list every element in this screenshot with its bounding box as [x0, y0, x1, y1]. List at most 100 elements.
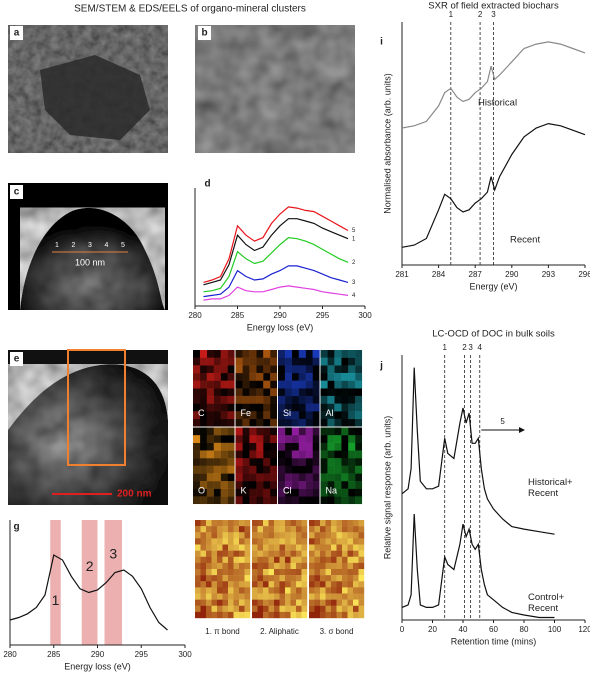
element-map-cell [278, 411, 286, 420]
heatmap-cell [211, 611, 218, 619]
element-map-cell [206, 365, 214, 374]
element-map-cell [291, 411, 299, 420]
element-map-cell [263, 427, 271, 436]
element-map-cell [213, 372, 221, 381]
element-map-cell [312, 458, 320, 466]
heatmap-cell [320, 569, 326, 576]
element-map-cell [305, 411, 313, 420]
heatmap-cell [279, 593, 286, 600]
element-map-cell [355, 473, 363, 482]
heatmap-cell [217, 556, 223, 564]
heatmap-cell [252, 550, 258, 557]
element-map-cell [220, 411, 228, 420]
heatmap-cell [336, 575, 343, 582]
heatmap-cell [217, 526, 223, 533]
element-map-cell [291, 458, 299, 466]
x-axis-label: Energy loss (eV) [247, 322, 314, 332]
heatmap-cell [200, 520, 207, 527]
heatmap-cell [222, 569, 229, 576]
heatmap-cell [342, 599, 348, 606]
element-map-cell [193, 395, 201, 404]
element-map-cell [312, 411, 320, 420]
heatmap-cell [301, 599, 308, 606]
heatmap-cell [217, 550, 223, 557]
heatmap-cell [274, 581, 280, 588]
heatmap-cell [195, 593, 201, 600]
heatmap-cell [325, 587, 332, 594]
element-map-cell [270, 388, 278, 397]
element-map-cell [220, 458, 228, 466]
element-map-cell [320, 465, 328, 474]
heatmap-cell [252, 593, 258, 600]
heatmap-cell [309, 581, 315, 588]
heatmap-cell [268, 520, 275, 527]
element-map [278, 350, 320, 427]
element-map-cell [263, 388, 271, 397]
heatmap-cell [244, 538, 251, 545]
heatmap-cell [290, 587, 297, 594]
element-map-cell [199, 481, 208, 489]
element-map [193, 427, 235, 505]
heatmap-cell [336, 581, 343, 588]
element-label: Fe [241, 408, 252, 418]
element-map [320, 427, 363, 505]
element-map-cell [341, 465, 349, 474]
chart-title: SXR of field extracted biochars [428, 1, 559, 12]
element-map-cell [278, 458, 286, 466]
panel-letter-box [10, 520, 23, 534]
heatmap-cell [257, 611, 264, 619]
element-map-cell [227, 388, 235, 397]
heatmap-cell [309, 538, 315, 545]
heatmap-cell [206, 581, 212, 588]
element-map-cell [256, 388, 264, 397]
heatmap-cell [252, 526, 258, 533]
heatmap-cell [279, 599, 286, 606]
panel-letter: b [201, 28, 207, 39]
heatmap-cell [336, 593, 343, 600]
heatmap-cell [320, 575, 326, 582]
heatmap-cell [331, 605, 337, 613]
element-map-cell [341, 481, 349, 489]
element-map-cell [348, 365, 356, 374]
heatmap-cell [274, 520, 280, 527]
heatmap-cell [320, 556, 326, 564]
element-map-cell [236, 381, 243, 389]
heatmap-cell [274, 538, 280, 545]
heatmap-cell [217, 575, 223, 582]
heatmap-cell [222, 538, 229, 545]
heatmap-cell [353, 538, 359, 545]
heatmap-cell [347, 544, 354, 551]
element-map-cell [235, 395, 243, 404]
element-map-cell [284, 418, 293, 427]
element-map-cell [355, 365, 363, 374]
heatmap-cell [320, 611, 326, 619]
element-map-cell [193, 496, 201, 505]
element-map-cell [284, 388, 293, 397]
element-map-cell [291, 388, 299, 397]
heatmap-cell [274, 550, 280, 557]
element-map-cell [256, 395, 264, 404]
x-tick-label: 285 [231, 311, 245, 320]
band [104, 520, 122, 645]
element-map-cell [312, 388, 320, 397]
heatmap-cell [301, 532, 308, 539]
element-map-cell [270, 395, 278, 404]
element-map-cell [256, 488, 264, 497]
heatmap-cell [257, 575, 264, 582]
heatmap-cell [211, 605, 218, 613]
heatmap-cell [347, 556, 354, 564]
element-map-cell [199, 380, 208, 389]
marker-label: 2 [478, 10, 483, 19]
heatmap-cell [358, 556, 365, 564]
heatmap-cell [195, 599, 201, 606]
element-map-cell [291, 365, 299, 374]
heatmap-cell [228, 562, 234, 570]
element-map-cell [249, 419, 256, 427]
x-tick-label: 300 [358, 311, 372, 320]
heatmap-cell [296, 605, 302, 613]
heatmap-cell [358, 581, 365, 588]
element-map-cell [220, 481, 228, 489]
heatmap-cell [233, 556, 240, 564]
element-map-cell [227, 450, 235, 459]
heatmap-cell [195, 526, 201, 533]
